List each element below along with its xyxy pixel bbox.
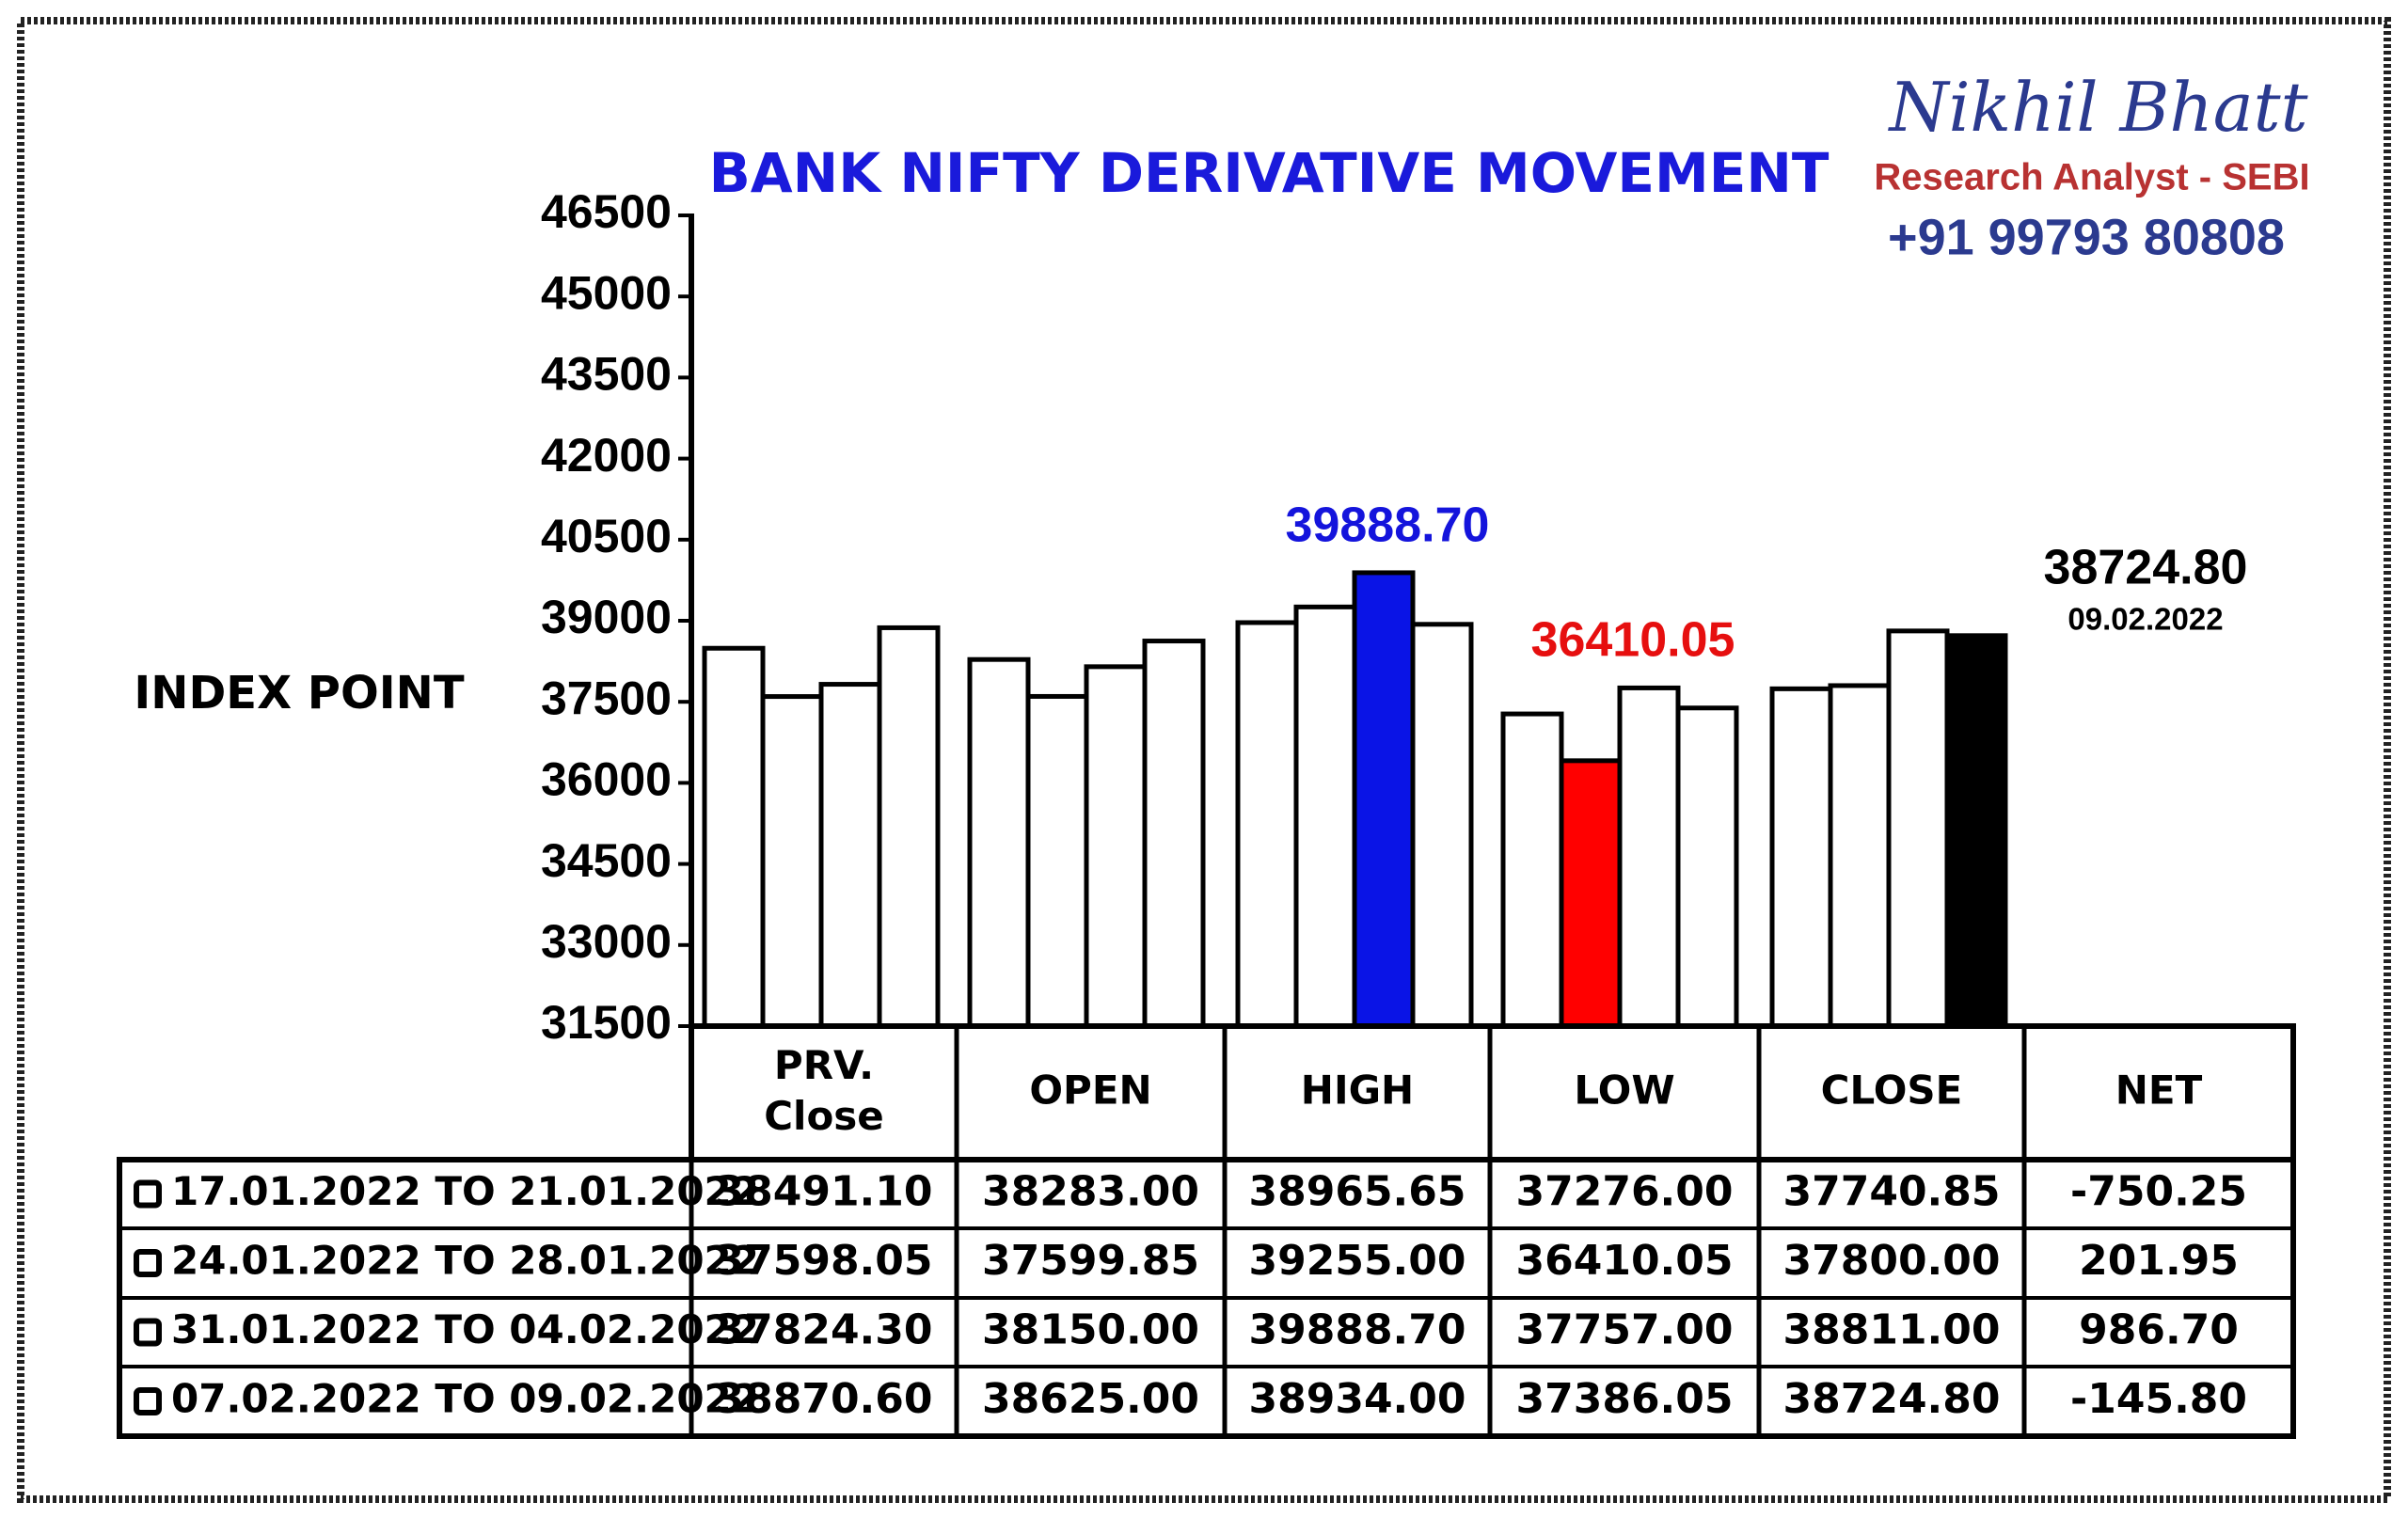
legend-marker [134, 1318, 162, 1347]
table-cell: 38965.65 [1248, 1168, 1465, 1216]
table-cell: 38724.80 [1782, 1375, 2000, 1423]
bar [702, 645, 766, 1029]
y-tick-label: 40500 [541, 510, 672, 562]
bar [1559, 758, 1623, 1029]
bar [1142, 639, 1206, 1029]
category-label: PRV. Close [764, 1042, 884, 1139]
net-cell: 201.95 [2079, 1237, 2239, 1285]
annotation: 36410.05 [1531, 613, 1735, 668]
table-cell: 38811.00 [1782, 1306, 2000, 1354]
bar [1500, 711, 1564, 1029]
table-cell: 38491.10 [715, 1168, 932, 1216]
table-cell: 38934.00 [1248, 1375, 1465, 1423]
bar [1293, 604, 1357, 1029]
y-tick-label: 42000 [541, 429, 672, 482]
table-cell: 38283.00 [982, 1168, 1199, 1216]
table-cell: 37598.05 [715, 1237, 932, 1285]
table-cell: 37740.85 [1782, 1168, 2000, 1216]
y-tick-label: 36000 [541, 753, 672, 806]
y-tick-label: 33000 [541, 915, 672, 968]
y-axis-label: INDEX POINT [134, 667, 464, 719]
net-header: NET [2115, 1067, 2203, 1114]
bar [1617, 685, 1681, 1029]
bar [760, 694, 824, 1029]
y-tick-label: 45000 [541, 266, 672, 319]
bar [1675, 705, 1739, 1029]
table-cell: 38870.60 [715, 1375, 932, 1423]
table-cell: 37386.05 [1515, 1375, 1733, 1423]
chart-title: BANK NIFTY DERIVATIVE MOVEMENT [709, 141, 1830, 205]
table-cell: 39255.00 [1248, 1237, 1465, 1285]
table-cell: 38625.00 [982, 1375, 1199, 1423]
bar [1025, 693, 1089, 1029]
bar [1410, 622, 1474, 1029]
annotation-date: 09.02.2022 [2067, 602, 2223, 637]
category-label: CLOSE [1821, 1067, 1963, 1114]
category-label: LOW [1574, 1067, 1674, 1114]
y-tick-label: 39000 [541, 591, 672, 643]
y-tick-label: 37500 [541, 672, 672, 724]
annotation: 39888.70 [1286, 498, 1490, 553]
y-tick-label: 46500 [541, 185, 672, 238]
y-tick-label: 31500 [541, 996, 672, 1049]
bar [967, 656, 1031, 1029]
bar [877, 625, 941, 1029]
net-cell: -145.80 [2070, 1375, 2247, 1423]
bar [1828, 683, 1892, 1029]
table-cell: 38150.00 [982, 1306, 1199, 1354]
legend-label: 17.01.2022 TO 21.01.2022 [171, 1168, 759, 1214]
bar [1235, 620, 1299, 1029]
table-cell: 39888.70 [1248, 1306, 1465, 1354]
y-tick-label: 34500 [541, 834, 672, 887]
table-cell: 36410.05 [1515, 1237, 1733, 1285]
bar [1084, 664, 1148, 1029]
annotation: 38724.80 [2044, 541, 2248, 595]
y-tick-label: 43500 [541, 348, 672, 401]
net-cell: -750.25 [2070, 1168, 2247, 1216]
legend-label: 24.01.2022 TO 28.01.2022 [171, 1238, 759, 1284]
category-label: HIGH [1301, 1067, 1414, 1114]
legend-marker [134, 1249, 162, 1277]
legend-label: 31.01.2022 TO 04.02.2022 [171, 1306, 759, 1352]
bar [818, 682, 882, 1029]
bar [1769, 686, 1833, 1029]
bar [1944, 633, 2008, 1029]
table-cell: 37824.30 [715, 1306, 932, 1354]
net-cell: 986.70 [2079, 1306, 2239, 1354]
table-cell: 37757.00 [1515, 1306, 1733, 1354]
legend-marker [134, 1387, 162, 1415]
table-cell: 37800.00 [1782, 1237, 2000, 1285]
table-cell: 37276.00 [1515, 1168, 1733, 1216]
legend-marker [134, 1179, 162, 1209]
brand-role: Research Analyst - SEBI [1874, 157, 2309, 198]
category-label: OPEN [1029, 1067, 1151, 1114]
bar [1352, 570, 1416, 1029]
table-cell: 37599.85 [982, 1237, 1199, 1285]
bar [1886, 628, 1950, 1029]
brand-phone: +91 99793 80808 [1888, 209, 2285, 265]
legend-label: 07.02.2022 TO 09.02.2022 [171, 1376, 759, 1422]
brand-name: Nikhil Bhatt [1887, 68, 2308, 147]
